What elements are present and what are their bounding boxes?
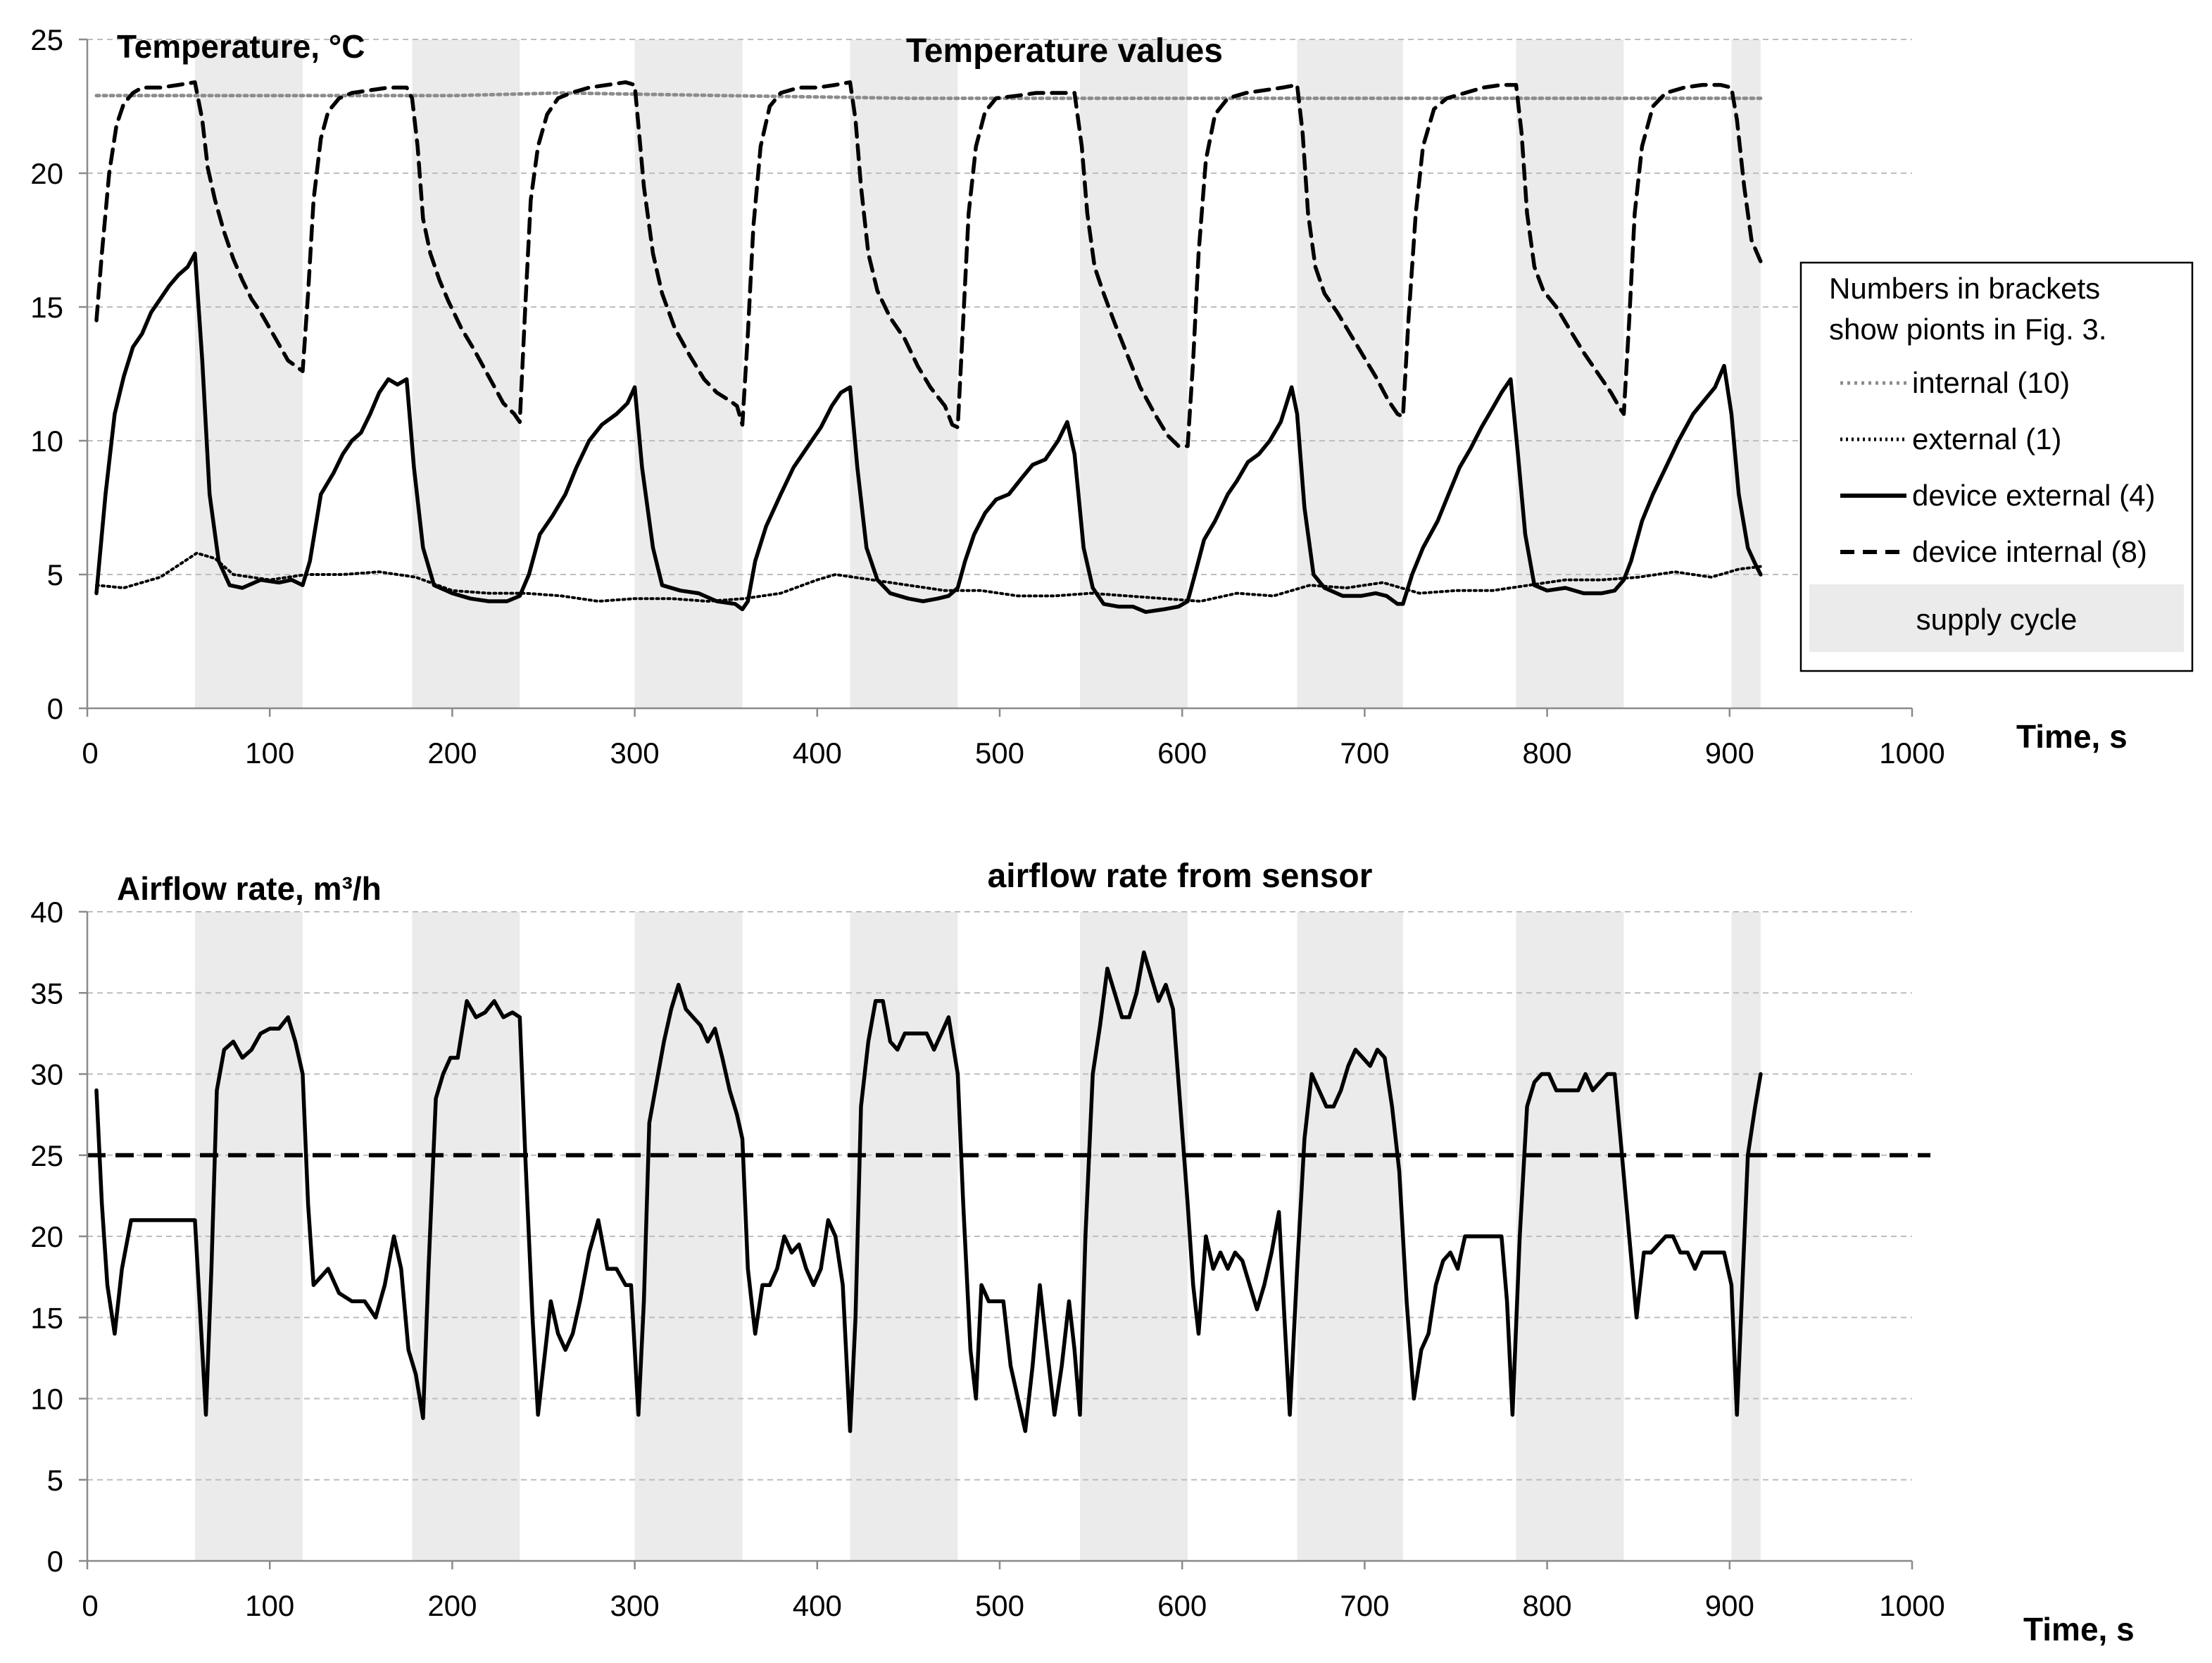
legend-swatch-supply-cycle bbox=[1809, 584, 2184, 652]
supply-cycle-band-4 bbox=[850, 39, 958, 708]
supply-cycle-band-8 bbox=[1731, 39, 1761, 708]
x-tick-label-1000: 1000 bbox=[1879, 1589, 1944, 1622]
airflow-tick-labels: 0 100 200 300 400 500 600 700 800 900 1000 0 5 10 15 20… bbox=[30, 896, 1944, 1622]
airflow-gridlines bbox=[87, 911, 1912, 1481]
x-tick-label-500: 500 bbox=[975, 736, 1024, 770]
temperature-gridlines bbox=[87, 39, 1912, 575]
x-tick-label-300: 300 bbox=[610, 1589, 660, 1622]
supply-cycle-band-7 bbox=[1516, 39, 1624, 708]
x-tick-label-0: 0 bbox=[82, 1589, 98, 1622]
x-tick-label-600: 600 bbox=[1157, 1589, 1207, 1622]
x-tick-label-300: 300 bbox=[610, 736, 660, 770]
temperature-axes bbox=[79, 38, 1913, 717]
airflow-axes bbox=[79, 910, 1913, 1569]
supply-cycle-band-6 bbox=[1297, 39, 1403, 708]
temperature-y-axis-title: Temperature, °C bbox=[117, 28, 365, 65]
x-tick-label-100: 100 bbox=[245, 1589, 294, 1622]
supply-cycle-band-3 bbox=[634, 39, 743, 708]
y-tick-label-35: 35 bbox=[30, 977, 63, 1010]
temperature-tick-labels: 0 100 200 300 400 500 600 700 800 900 1000 0 5 10 15 20… bbox=[30, 23, 1944, 770]
y-tick-label-20: 20 bbox=[30, 157, 63, 190]
x-tick-label-800: 800 bbox=[1523, 1589, 1572, 1622]
x-tick-label-700: 700 bbox=[1340, 736, 1389, 770]
airflow-series bbox=[94, 950, 1763, 1433]
legend-note-line-2: show pionts in Fig. 3. bbox=[1829, 313, 2107, 346]
series-device-external-4 bbox=[94, 251, 1763, 614]
x-tick-label-200: 200 bbox=[427, 736, 477, 770]
airflow-y-axis-title: Airflow rate, m³/h bbox=[117, 870, 382, 907]
series-external-1 bbox=[95, 551, 1762, 603]
x-tick-label-200: 200 bbox=[427, 1589, 477, 1622]
y-tick-label-30: 30 bbox=[30, 1058, 63, 1091]
legend-label-external: external (1) bbox=[1912, 422, 2061, 456]
x-tick-label-700: 700 bbox=[1340, 1589, 1389, 1622]
x-tick-label-900: 900 bbox=[1705, 736, 1754, 770]
legend-label-supply-cycle: supply cycle bbox=[1916, 603, 2078, 636]
airflow-chart: 0 100 200 300 400 500 600 700 800 900 1000 0 5 10 15 20… bbox=[30, 858, 2134, 1648]
supply-cycle-band-1 bbox=[194, 39, 303, 708]
legend-label-device-internal: device internal (8) bbox=[1912, 535, 2147, 568]
temperature-legend: Numbers in brackets show pionts in Fig. … bbox=[1799, 261, 2194, 672]
y-tick-label-25: 25 bbox=[30, 1139, 63, 1172]
x-tick-label-600: 600 bbox=[1157, 736, 1207, 770]
x-tick-label-800: 800 bbox=[1523, 736, 1572, 770]
legend-label-device-external: device external (4) bbox=[1912, 479, 2156, 512]
legend-label-internal: internal (10) bbox=[1912, 366, 2070, 399]
x-tick-label-400: 400 bbox=[793, 736, 842, 770]
y-tick-label-15: 15 bbox=[30, 1301, 63, 1334]
y-tick-label-10: 10 bbox=[30, 1383, 63, 1416]
series-airflow-rate-from-sensor bbox=[94, 950, 1763, 1433]
temperature-x-axis-title: Time, s bbox=[2016, 718, 2128, 755]
y-tick-label-10: 10 bbox=[30, 425, 63, 458]
x-tick-label-0: 0 bbox=[82, 736, 98, 770]
x-tick-label-400: 400 bbox=[793, 1589, 842, 1622]
temperature-chart-title: Temperature values bbox=[906, 32, 1223, 70]
y-tick-label-0: 0 bbox=[47, 1545, 63, 1578]
airflow-x-axis-title: Time, s bbox=[2023, 1611, 2135, 1648]
supply-cycle-band-2 bbox=[412, 39, 520, 708]
y-tick-label-5: 5 bbox=[47, 1464, 63, 1497]
y-tick-label-20: 20 bbox=[30, 1220, 63, 1253]
y-tick-label-40: 40 bbox=[30, 896, 63, 929]
temperature-series bbox=[94, 80, 1763, 614]
series-device-internal-8 bbox=[94, 80, 1763, 448]
x-tick-label-1000: 1000 bbox=[1879, 736, 1944, 770]
legend-note-line-1: Numbers in brackets bbox=[1829, 272, 2100, 305]
y-tick-label-0: 0 bbox=[47, 692, 63, 725]
x-tick-label-500: 500 bbox=[975, 1589, 1024, 1622]
y-tick-label-5: 5 bbox=[47, 558, 63, 591]
airflow-chart-title: airflow rate from sensor bbox=[988, 858, 1373, 895]
x-tick-label-100: 100 bbox=[245, 736, 294, 770]
y-tick-label-15: 15 bbox=[30, 291, 63, 324]
temperature-chart: 0 100 200 300 400 500 600 700 800 900 1000 0 5 10 15 20… bbox=[30, 23, 2194, 770]
y-tick-label-25: 25 bbox=[30, 23, 63, 56]
x-tick-label-900: 900 bbox=[1705, 1589, 1754, 1622]
